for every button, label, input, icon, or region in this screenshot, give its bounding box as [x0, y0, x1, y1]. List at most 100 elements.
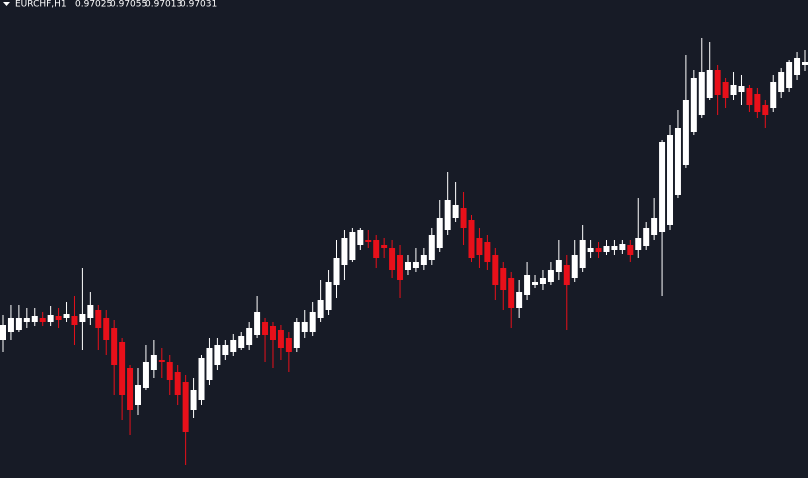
- candle-body: [142, 362, 149, 388]
- collapse-icon[interactable]: [3, 2, 10, 6]
- candle-body: [47, 315, 54, 322]
- candle-body: [404, 262, 411, 270]
- candle-body: [508, 278, 515, 308]
- candle-body: [166, 362, 173, 380]
- candle-body: [285, 338, 292, 352]
- candle-body: [571, 255, 578, 278]
- candle-body: [722, 82, 729, 98]
- candle-body: [770, 82, 777, 108]
- candle-body: [373, 240, 380, 258]
- candle-body: [603, 246, 610, 252]
- candle-body: [587, 248, 594, 252]
- candle-body: [786, 62, 793, 88]
- candle-body: [269, 326, 276, 340]
- candle-body: [794, 58, 801, 75]
- candle-body: [627, 245, 634, 255]
- candle-body: [484, 242, 491, 262]
- candle-body: [23, 318, 30, 322]
- candle-body: [15, 318, 22, 330]
- candle-body: [365, 240, 372, 242]
- candle-body: [397, 255, 404, 280]
- candle-body: [547, 270, 554, 282]
- candle-body: [539, 278, 546, 284]
- candle-body: [150, 355, 157, 370]
- candle-body: [381, 245, 388, 248]
- candle-body: [301, 322, 308, 332]
- ohlc-high: 0.97055: [110, 0, 147, 10]
- candle-body: [524, 275, 531, 295]
- candle-body: [714, 70, 721, 95]
- candle-body: [71, 316, 78, 325]
- candle-body: [246, 328, 253, 345]
- candle-body: [452, 205, 459, 218]
- candle-body: [762, 105, 769, 115]
- candle-body: [206, 348, 213, 380]
- candle-body: [420, 255, 427, 265]
- candle-body: [674, 128, 681, 195]
- ohlc-open: 0.97025: [75, 0, 112, 10]
- candle-body: [55, 316, 62, 320]
- candle-body: [158, 360, 165, 362]
- candle-body: [190, 390, 197, 410]
- candle-body: [127, 368, 134, 410]
- candle-body: [468, 220, 475, 258]
- candle-body: [635, 238, 642, 250]
- candle-body: [357, 230, 364, 245]
- candle-body: [667, 135, 674, 225]
- candle-body: [492, 255, 499, 285]
- candle-body: [746, 88, 753, 105]
- candle-body: [111, 328, 118, 365]
- candle-body: [555, 260, 562, 272]
- candle-body: [579, 240, 586, 268]
- candle-body: [309, 312, 316, 332]
- candle-body: [119, 342, 126, 395]
- candle-body: [563, 265, 570, 285]
- candle-body: [277, 330, 284, 348]
- candle-body: [63, 314, 70, 318]
- candle-body: [444, 200, 451, 230]
- candle-body: [460, 208, 467, 228]
- candle-body: [706, 70, 713, 98]
- candle-body: [698, 72, 705, 115]
- candle-body: [87, 305, 94, 318]
- candle-body: [238, 336, 245, 348]
- candle-body: [412, 262, 419, 268]
- candle-body: [31, 316, 38, 322]
- candles: [0, 38, 808, 465]
- candle-body: [754, 94, 761, 112]
- candle-body: [174, 372, 181, 395]
- candle-body: [516, 292, 523, 308]
- candle-body: [182, 382, 189, 432]
- symbol-title: EURCHF,H1: [15, 0, 67, 10]
- candle-body: [500, 268, 507, 290]
- candle-body: [476, 238, 483, 255]
- candle-body: [333, 258, 340, 285]
- candle-body: [659, 142, 666, 232]
- candle-body: [222, 345, 229, 355]
- candle-body: [436, 218, 443, 248]
- candle-body: [389, 248, 396, 270]
- candle-body: [428, 235, 435, 260]
- candle-body: [198, 358, 205, 400]
- candle-body: [532, 282, 539, 285]
- candle-body: [651, 218, 658, 235]
- candle-body: [595, 248, 602, 252]
- candle-body: [214, 345, 221, 365]
- candle-body: [643, 228, 650, 246]
- candle-body: [341, 238, 348, 265]
- candle-body: [611, 246, 618, 250]
- candle-body: [39, 318, 46, 322]
- candle-body: [738, 86, 745, 92]
- candle-body: [802, 62, 808, 65]
- candle-body: [325, 282, 332, 310]
- candle-body: [619, 244, 626, 250]
- candle-body: [730, 85, 737, 95]
- candle-body: [349, 232, 356, 260]
- ohlc-close: 0.97031: [180, 0, 217, 10]
- candle-body: [262, 322, 269, 335]
- candle-body: [778, 72, 785, 92]
- candle-body: [682, 100, 689, 165]
